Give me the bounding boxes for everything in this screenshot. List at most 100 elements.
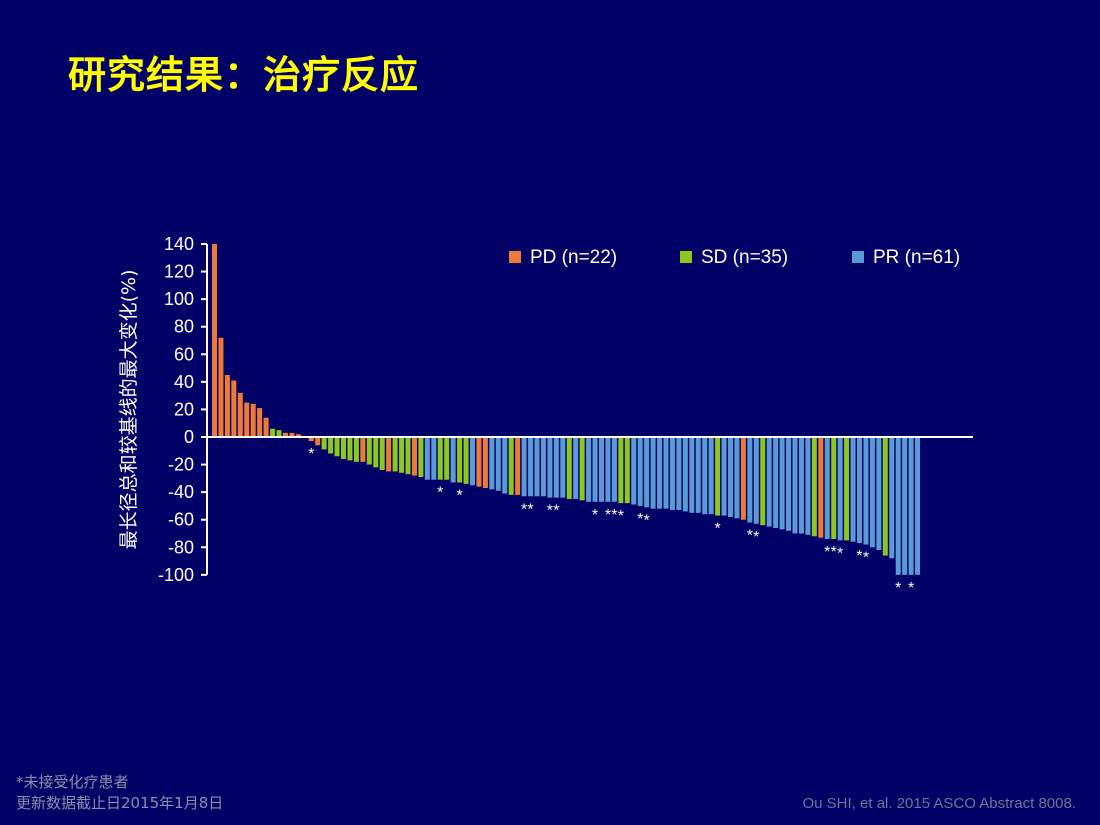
- footnote-data-cutoff: 更新数据截止日2015年1月8日: [16, 794, 224, 812]
- citation: Ou SHI, et al. 2015 ASCO Abstract 8008.: [802, 795, 1077, 812]
- bar-pd: [740, 437, 746, 520]
- bar-sd: [366, 437, 372, 465]
- bar-pd: [476, 437, 482, 487]
- bar-pr: [650, 437, 656, 509]
- bar-pr: [495, 437, 501, 491]
- bar-sd: [399, 437, 405, 473]
- chemo-naive-marker: *: [547, 503, 553, 520]
- bar-pr: [553, 437, 559, 498]
- chemo-naive-marker: *: [831, 544, 837, 561]
- y-tick-label: -80: [168, 537, 194, 557]
- bar-pr: [489, 437, 495, 490]
- chemo-naive-marker: *: [527, 501, 533, 518]
- bar-sd: [418, 437, 424, 477]
- y-tick-label: -100: [158, 565, 194, 585]
- bar-pr: [547, 437, 553, 498]
- chemo-naive-marker: *: [618, 508, 624, 525]
- bar-pd: [360, 437, 366, 462]
- bar-pr: [528, 437, 534, 497]
- bar-pr: [592, 437, 598, 502]
- bar-pr: [734, 437, 740, 519]
- chemo-naive-marker: *: [747, 527, 753, 544]
- chemo-naive-marker: *: [837, 545, 843, 562]
- bar-sd: [760, 437, 766, 526]
- bar-sd: [379, 437, 385, 471]
- y-tick-label: -60: [168, 510, 194, 530]
- bar-pd: [231, 380, 237, 437]
- chemo-naive-marker: *: [908, 580, 914, 597]
- bar-pr: [786, 437, 792, 531]
- legend-label-sd: SD (n=35): [701, 247, 788, 268]
- chemo-naive-marker: *: [863, 550, 869, 567]
- bar-pr: [798, 437, 804, 534]
- bar-pd: [386, 437, 392, 472]
- bar-sd: [347, 437, 353, 461]
- chemo-naive-marker: *: [637, 511, 643, 528]
- bar-pr: [663, 437, 669, 509]
- bar-sd: [321, 437, 327, 450]
- bar-sd: [457, 437, 463, 483]
- legend-swatch-pr: [852, 251, 864, 263]
- bar-pr: [721, 437, 727, 516]
- y-tick-label: 100: [164, 289, 194, 309]
- bar-pr: [747, 437, 753, 523]
- bar-sd: [444, 437, 450, 480]
- bar-pr: [676, 437, 682, 511]
- bar-sd: [463, 437, 469, 484]
- bar-sd: [579, 437, 585, 501]
- y-tick-label: 80: [174, 317, 194, 337]
- footnote-chemo-naive: *未接受化疗患者: [16, 773, 129, 791]
- bar-sd: [353, 437, 359, 462]
- bar-pr: [644, 437, 650, 508]
- bar-pd: [818, 437, 824, 538]
- bar-pr: [869, 437, 875, 548]
- bar-sd: [373, 437, 379, 468]
- bar-pr: [857, 437, 862, 544]
- bar-sd: [392, 437, 398, 472]
- bar-pr: [695, 437, 701, 513]
- chemo-naive-marker: *: [824, 544, 830, 561]
- bar-pr: [753, 437, 759, 524]
- chemo-naive-marker: *: [308, 446, 314, 463]
- chemo-naive-marker: *: [856, 548, 862, 565]
- bar-pr: [424, 437, 430, 480]
- bar-pr: [863, 437, 869, 545]
- bar-pr: [805, 437, 811, 535]
- slide-title: 研究结果：治疗反应: [68, 53, 420, 97]
- legend-label-pr: PR (n=61): [873, 247, 960, 268]
- bar-sd: [811, 437, 817, 537]
- y-tick-label: 20: [174, 399, 194, 419]
- legend-label-pd: PD (n=22): [530, 247, 617, 268]
- bar-sd: [437, 437, 443, 480]
- bar-sd: [566, 437, 572, 500]
- bar-pr: [540, 437, 546, 497]
- bar-pr: [657, 437, 663, 509]
- y-tick-label: 120: [164, 262, 194, 282]
- bar-sd: [270, 428, 276, 437]
- chemo-naive-marker: *: [644, 512, 650, 529]
- bar-pd: [411, 437, 417, 476]
- bar-pr: [889, 437, 895, 559]
- chemo-naive-marker: *: [592, 507, 598, 524]
- bar-pr: [779, 437, 785, 530]
- bar-pd: [295, 434, 301, 437]
- bar-pr: [534, 437, 540, 497]
- bar-pr: [728, 437, 733, 517]
- chemo-naive-marker: *: [895, 580, 901, 597]
- y-tick-label: 60: [174, 344, 194, 364]
- chemo-naive-marker: *: [753, 529, 759, 546]
- bar-pr: [521, 437, 527, 497]
- y-tick-label: 0: [184, 427, 194, 447]
- bar-pr: [631, 437, 637, 505]
- bar-pd: [515, 437, 521, 495]
- chemo-naive-marker: *: [456, 487, 462, 504]
- bar-pr: [599, 437, 604, 502]
- bar-pr: [708, 437, 714, 515]
- chemo-naive-marker: *: [605, 507, 611, 524]
- chemo-naive-marker: *: [437, 485, 443, 502]
- legend-swatch-sd: [680, 251, 692, 263]
- bar-sd: [618, 437, 624, 504]
- bar-pr: [895, 437, 901, 575]
- bar-sd: [341, 437, 346, 460]
